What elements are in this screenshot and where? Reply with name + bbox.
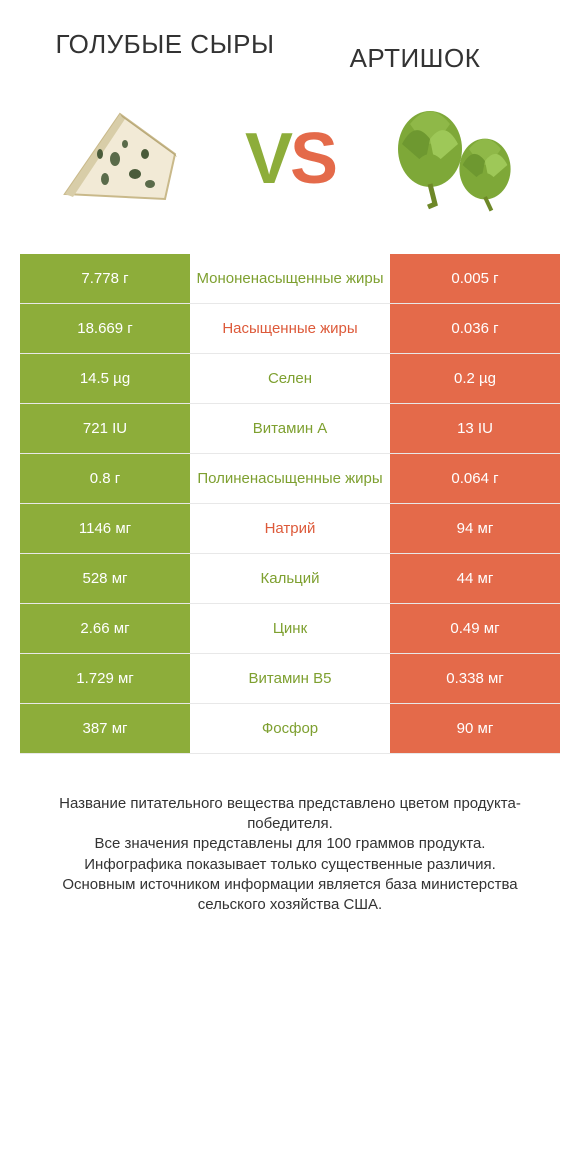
left-value-cell: 2.66 мг — [20, 604, 190, 653]
nutrient-label-cell: Витамин B5 — [190, 654, 390, 703]
left-product-image — [40, 89, 200, 229]
right-value-cell: 0.2 µg — [390, 354, 560, 403]
right-value-cell: 0.036 г — [390, 304, 560, 353]
left-value-cell: 387 мг — [20, 704, 190, 753]
right-product-image — [380, 89, 540, 229]
left-product-title: ГОЛУБЫЕ СЫРЫ — [40, 30, 290, 60]
vs-label: VS — [245, 118, 335, 200]
table-row: 2.66 мгЦинк0.49 мг — [20, 604, 560, 654]
right-value-cell: 44 мг — [390, 554, 560, 603]
footnote-line: Инфографика показывает только существенн… — [30, 855, 550, 875]
right-value-cell: 0.005 г — [390, 254, 560, 303]
right-value-cell: 94 мг — [390, 504, 560, 553]
nutrient-label-cell: Витамин A — [190, 404, 390, 453]
left-value-cell: 1.729 мг — [20, 654, 190, 703]
nutrient-label-cell: Цинк — [190, 604, 390, 653]
table-row: 14.5 µgСелен0.2 µg — [20, 354, 560, 404]
comparison-table: 7.778 гМононенасыщенные жиры0.005 г18.66… — [20, 254, 560, 754]
nutrient-label-cell: Кальций — [190, 554, 390, 603]
right-value-cell: 0.064 г — [390, 454, 560, 503]
table-row: 387 мгФосфор90 мг — [20, 704, 560, 754]
nutrient-label-cell: Насыщенные жиры — [190, 304, 390, 353]
left-value-cell: 18.669 г — [20, 304, 190, 353]
table-row: 18.669 гНасыщенные жиры0.036 г — [20, 304, 560, 354]
left-value-cell: 7.778 г — [20, 254, 190, 303]
table-row: 0.8 гПолиненасыщенные жиры0.064 г — [20, 454, 560, 504]
left-value-cell: 1146 мг — [20, 504, 190, 553]
table-row: 1146 мгНатрий94 мг — [20, 504, 560, 554]
nutrient-label-cell: Натрий — [190, 504, 390, 553]
right-value-cell: 90 мг — [390, 704, 560, 753]
right-value-cell: 0.49 мг — [390, 604, 560, 653]
nutrient-label-cell: Селен — [190, 354, 390, 403]
right-value-cell: 13 IU — [390, 404, 560, 453]
right-value-cell: 0.338 мг — [390, 654, 560, 703]
table-row: 528 мгКальций44 мг — [20, 554, 560, 604]
left-value-cell: 528 мг — [20, 554, 190, 603]
right-product-title: АРТИШОК — [290, 44, 540, 74]
header-right: АРТИШОК — [290, 44, 540, 74]
images-row: VS — [0, 84, 580, 254]
header: ГОЛУБЫЕ СЫРЫ АРТИШОК — [0, 0, 580, 84]
vs-s: S — [290, 119, 335, 199]
nutrient-label-cell: Фосфор — [190, 704, 390, 753]
left-value-cell: 721 IU — [20, 404, 190, 453]
footnote-line: Название питательного вещества представл… — [30, 794, 550, 835]
nutrient-label-cell: Полиненасыщенные жиры — [190, 454, 390, 503]
footnote-line: Основным источником информации является … — [30, 875, 550, 916]
header-left: ГОЛУБЫЕ СЫРЫ — [40, 30, 290, 60]
vs-v: V — [245, 119, 290, 199]
left-value-cell: 0.8 г — [20, 454, 190, 503]
table-row: 7.778 гМононенасыщенные жиры0.005 г — [20, 254, 560, 304]
nutrient-label-cell: Мононенасыщенные жиры — [190, 254, 390, 303]
left-value-cell: 14.5 µg — [20, 354, 190, 403]
table-row: 1.729 мгВитамин B50.338 мг — [20, 654, 560, 704]
footnote-line: Все значения представлены для 100 граммо… — [30, 834, 550, 854]
table-row: 721 IUВитамин A13 IU — [20, 404, 560, 454]
footnote: Название питательного вещества представл… — [0, 754, 580, 916]
